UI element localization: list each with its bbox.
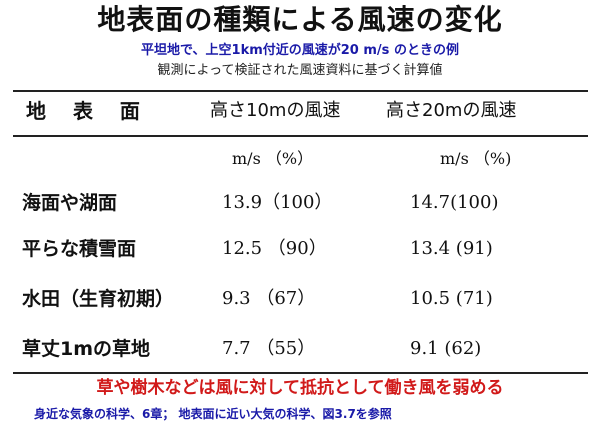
row-value-10m: 12.5 （90） (222, 238, 327, 259)
page-title: 地表面の種類による風速の変化 (97, 3, 503, 36)
header-surface: 地 表 面 (26, 99, 150, 123)
row-value-10m: 13.9（100） (222, 192, 333, 213)
row-value-20m: 14.7(100) (410, 192, 499, 213)
conclusion-text: 草や樹木などは風に対して抵抗として働き風を弱める (96, 378, 504, 398)
row-value-20m: 10.5 (71) (410, 288, 493, 309)
unit-height-20m: m/s （%) (440, 149, 512, 168)
unit-height-10m: m/s （%） (232, 149, 314, 168)
calculation-note: 観測によって検証された風速資料に基づく計算値 (157, 63, 443, 78)
row-surface-label: 草丈1mの草地 (22, 338, 151, 360)
row-surface-label: 平らな積雪面 (22, 238, 137, 260)
row-value-20m: 13.4 (91) (410, 238, 493, 259)
row-value-10m: 9.3 （67） (222, 288, 316, 309)
row-surface-label: 海面や湖面 (22, 192, 118, 214)
row-surface-label: 水田（生育初期） (22, 288, 175, 310)
row-value-10m: 7.7 （55） (222, 338, 316, 359)
table-bottom-rule (13, 372, 588, 374)
header-height-10m: 高さ10mの風速 (210, 100, 341, 121)
row-value-20m: 9.1 (62) (410, 338, 482, 359)
reference-text: 身近な気象の科学、6章； 地表面に近い大気の科学、図3.7を参照 (34, 407, 392, 421)
header-height-20m: 高さ20mの風速 (386, 100, 517, 121)
table-header-rule (13, 135, 588, 137)
table-top-rule (13, 90, 588, 92)
subtitle: 平坦地で、上空1km付近の風速が20 m/s のときの例 (141, 43, 459, 58)
